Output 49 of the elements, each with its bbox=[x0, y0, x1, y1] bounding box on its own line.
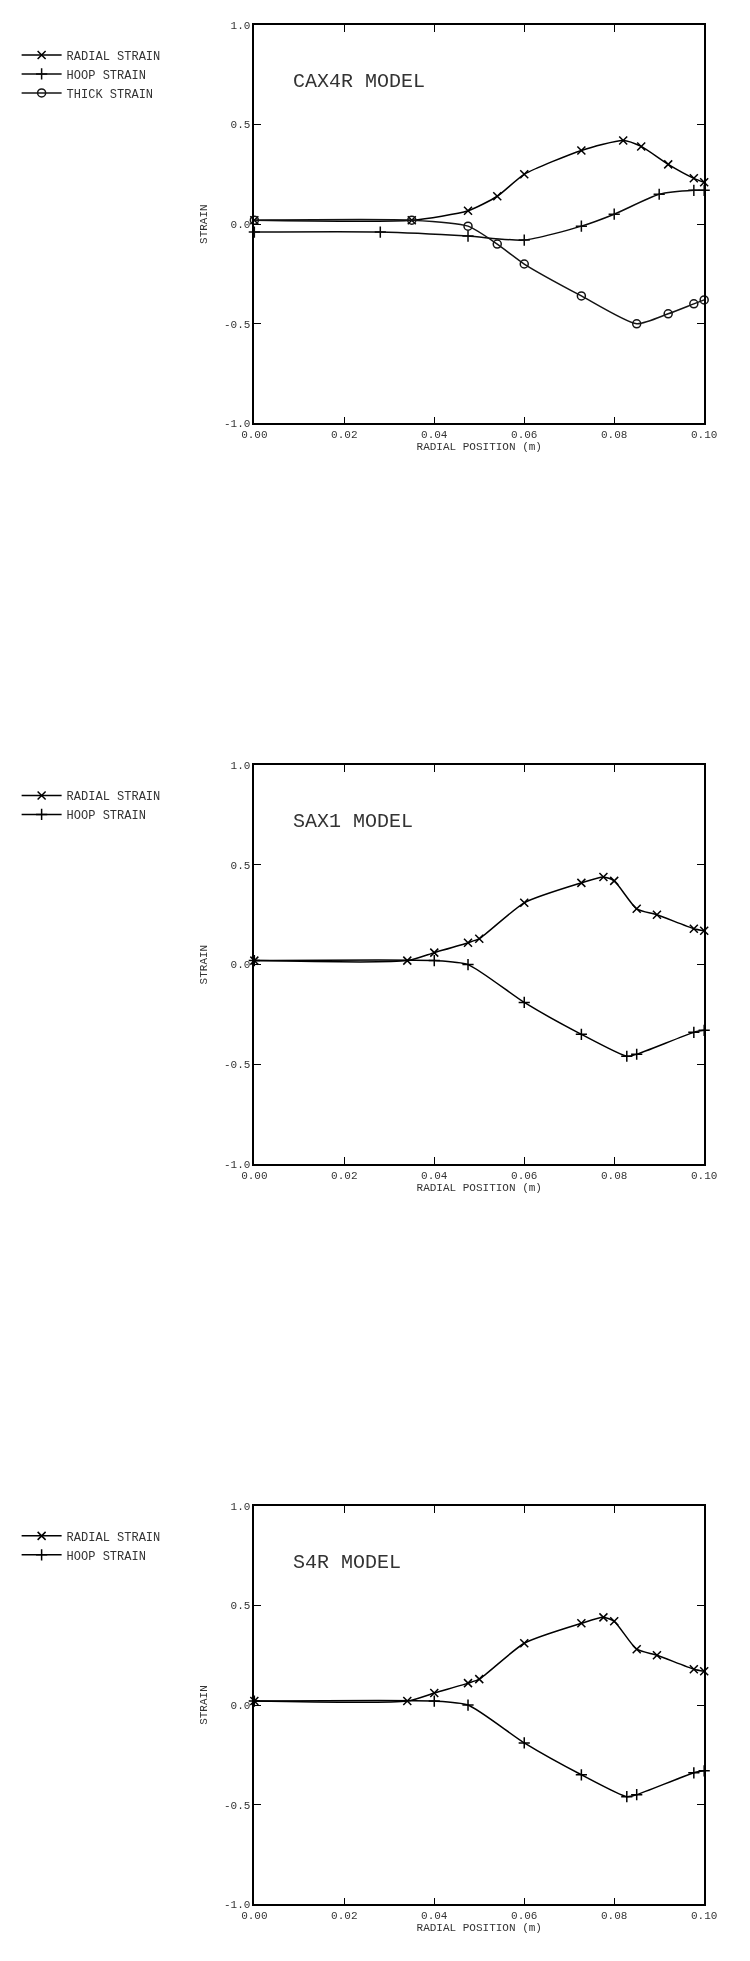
y-tick-label: 1.0 bbox=[230, 760, 251, 773]
y-tick-label: -1.0 bbox=[223, 1158, 251, 1171]
text: SAX1 MODEL bbox=[293, 810, 414, 833]
legend-label: RADIAL STRAIN bbox=[66, 1530, 161, 1545]
y-tick-label: 1.0 bbox=[230, 1500, 251, 1513]
x-tick-label: 0.02 bbox=[331, 1169, 358, 1182]
legend-label: RADIAL STRAIN bbox=[66, 49, 161, 64]
legend-label: HOOP STRAIN bbox=[66, 809, 146, 824]
x-axis-title: RADIAL POSITION (m) bbox=[416, 1922, 542, 1935]
y-tick-label: 0.0 bbox=[230, 219, 251, 231]
x-tick-label: 0.00 bbox=[241, 1169, 268, 1182]
x-axis-title: RADIAL POSITION (m) bbox=[416, 1181, 542, 1194]
x-tick-label: 0.10 bbox=[690, 1169, 718, 1182]
x-tick-label: 0.10 bbox=[690, 429, 718, 442]
x-tick-label: 0.06 bbox=[511, 429, 538, 442]
x-tick-label: 0.00 bbox=[241, 429, 268, 442]
x-tick-label: 0.06 bbox=[511, 1169, 538, 1182]
x-tick-label: 0.08 bbox=[601, 1169, 628, 1182]
x-tick-label: 0.04 bbox=[421, 1169, 448, 1182]
y-tick-label: 0.5 bbox=[230, 119, 251, 132]
text: CAX4R MODEL bbox=[293, 70, 426, 93]
x-axis-title: RADIAL POSITION (m) bbox=[416, 441, 542, 454]
x-tick-label: 0.08 bbox=[601, 1910, 628, 1923]
x-tick-label: 0.08 bbox=[601, 429, 628, 442]
legend-label: THICK STRAIN bbox=[66, 87, 154, 102]
y-tick-label: 0.0 bbox=[230, 959, 251, 972]
text: S4R MODEL bbox=[293, 1551, 402, 1574]
y-tick-label: 1.0 bbox=[230, 19, 251, 32]
y-axis-title: STRAIN bbox=[198, 204, 211, 244]
y-tick-label: 0.5 bbox=[230, 859, 251, 872]
x-tick-label: 0.02 bbox=[331, 429, 358, 442]
x-tick-label: 0.04 bbox=[421, 429, 448, 442]
y-tick-label: -0.5 bbox=[223, 318, 251, 331]
y-axis-title: STRAIN bbox=[198, 944, 211, 985]
legend-label: RADIAL STRAIN bbox=[66, 790, 161, 805]
legend-label: HOOP STRAIN bbox=[66, 1549, 146, 1564]
x-tick-label: 0.06 bbox=[511, 1910, 538, 1923]
legend-label: HOOP STRAIN bbox=[66, 68, 146, 83]
y-tick-label: -1.0 bbox=[223, 418, 251, 431]
x-tick-label: 0.04 bbox=[421, 1910, 448, 1923]
y-tick-label: 0.5 bbox=[230, 1600, 251, 1613]
y-tick-label: -0.5 bbox=[223, 1799, 251, 1812]
y-axis-title: STRAIN bbox=[198, 1685, 211, 1725]
x-tick-label: 0.10 bbox=[690, 1910, 718, 1923]
y-tick-label: 0.0 bbox=[230, 1699, 251, 1712]
x-tick-label: 0.02 bbox=[331, 1910, 358, 1923]
y-tick-label: -1.0 bbox=[223, 1899, 251, 1912]
y-tick-label: -0.5 bbox=[223, 1059, 251, 1072]
x-tick-label: 0.00 bbox=[241, 1910, 268, 1923]
